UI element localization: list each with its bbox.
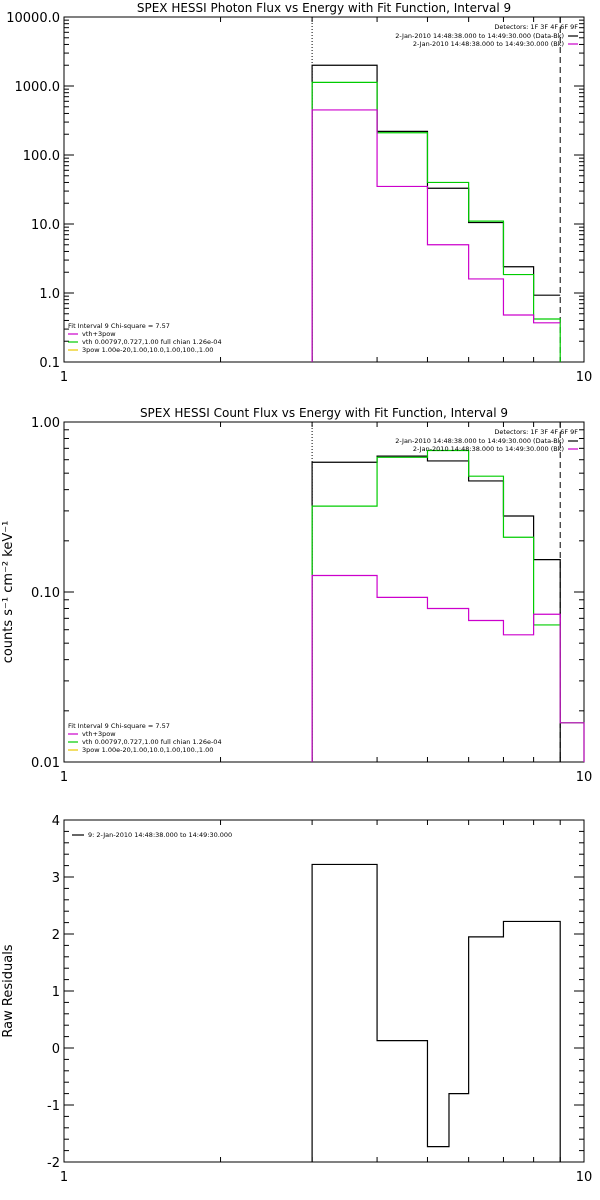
- y-tick-label: 0: [52, 1042, 60, 1057]
- y-tick-label: 0.10: [31, 586, 60, 601]
- y-axis: -2 -1 0 1 2 3 4: [47, 814, 584, 1171]
- plot-frame: [63, 16, 585, 363]
- chart-title: SPEX HESSI Photon Flux vs Energy with Fi…: [137, 1, 511, 15]
- y-tick-label: 100.0: [23, 149, 60, 164]
- legend-entry: 2-Jan-2010 14:48:38.000 to 14:49:30.000 …: [395, 32, 564, 40]
- y-tick-label: 1000.0: [15, 80, 61, 95]
- y-tick-label: 0.1: [39, 356, 60, 371]
- x-axis: 1 10: [60, 422, 592, 785]
- legend-entry: 3pow 1.00e-20,1.00,10.0,1.00,100.,1.00: [82, 746, 213, 754]
- y-tick-label: 1.0: [39, 287, 60, 302]
- y-axis-label: Raw Residuals: [1, 944, 16, 1037]
- x-tick-label: 1: [60, 1170, 68, 1185]
- y-tick-label: 10000.0: [6, 11, 60, 26]
- chart-panel-2: SPEX HESSI Count Flux vs Energy with Fit…: [1, 406, 592, 785]
- y-tick-label: 2: [52, 928, 60, 943]
- legend: Detectors: 1F 3F 4F 6F 9F2-Jan-2010 14:4…: [68, 428, 578, 754]
- legend-entry: vth 0.00797,0.727,1.00 full chian 1.26e-…: [82, 338, 222, 346]
- legend-entry: 3pow 1.00e-20,1.00,10.0,1.00,100.,1.00: [82, 346, 213, 354]
- legend-entry: Fit Interval 9 Chi-square = 7.57: [68, 322, 170, 330]
- plot-frame: [63, 421, 585, 763]
- chart-title: SPEX HESSI Count Flux vs Energy with Fit…: [140, 406, 508, 420]
- x-axis: 1 10: [60, 820, 592, 1185]
- chart-panel-1: SPEX HESSI Photon Flux vs Energy with Fi…: [6, 1, 592, 385]
- y-axis: 0.1 1.0 10.0 100.0 1000.0 10000.0: [6, 11, 584, 371]
- y-tick-label: 4: [52, 814, 60, 829]
- chart-panel-3: Raw Residuals -2 -1 0 1 2 3 4 1 10 9: 2-Jan-2010 1…: [1, 814, 592, 1185]
- legend-entry: 2-Jan-2010 14:48:38.000 to 14:49:30.000 …: [395, 437, 564, 445]
- y-axis: 0.01 0.10 1.00: [31, 416, 584, 771]
- series-line-2: [311, 81, 561, 362]
- legend-entry: 9: 2-Jan-2010 14:48:38.000 to 14:49:30.0…: [88, 831, 232, 839]
- legend-entry: vth+3pow: [82, 730, 116, 738]
- y-tick-label: 10.0: [31, 218, 60, 233]
- y-axis-label: counts s⁻¹ cm⁻² keV⁻¹: [1, 521, 16, 664]
- series-line-1: [311, 863, 561, 1162]
- x-tick-label: 10: [576, 1170, 593, 1185]
- x-tick-label: 10: [576, 770, 593, 785]
- legend-entry: Fit Interval 9 Chi-square = 7.57: [68, 722, 170, 730]
- x-tick-label: 10: [576, 370, 593, 385]
- legend: 9: 2-Jan-2010 14:48:38.000 to 14:49:30.0…: [72, 831, 232, 839]
- legend-entry: vth 0.00797,0.727,1.00 full chian 1.26e-…: [82, 738, 222, 746]
- y-tick-label: 3: [52, 871, 60, 886]
- y-tick-label: 1.00: [31, 416, 60, 431]
- series-line-2: [311, 449, 585, 762]
- legend-entry: 2-Jan-2010 14:48:38.000 to 14:49:30.000 …: [413, 40, 564, 48]
- x-axis: 1 10: [60, 17, 592, 385]
- legend: Detectors: 1F 3F 4F 6F 9F2-Jan-2010 14:4…: [68, 23, 578, 354]
- x-tick-label: 1: [60, 770, 68, 785]
- series-line-3: [311, 109, 561, 362]
- plot-frame: [63, 819, 585, 1163]
- y-tick-label: 0.01: [31, 756, 60, 771]
- y-tick-label: -1: [47, 1099, 60, 1114]
- legend-entry: vth+3pow: [82, 330, 116, 338]
- y-tick-label: -2: [47, 1156, 60, 1171]
- legend-entry: 2-Jan-2010 14:48:38.000 to 14:49:30.000 …: [413, 445, 564, 453]
- detectors-label: Detectors: 1F 3F 4F 6F 9F: [494, 23, 578, 31]
- x-tick-label: 1: [60, 370, 68, 385]
- y-tick-label: 1: [52, 985, 60, 1000]
- series-line-3: [311, 574, 585, 762]
- detectors-label: Detectors: 1F 3F 4F 6F 9F: [494, 428, 578, 436]
